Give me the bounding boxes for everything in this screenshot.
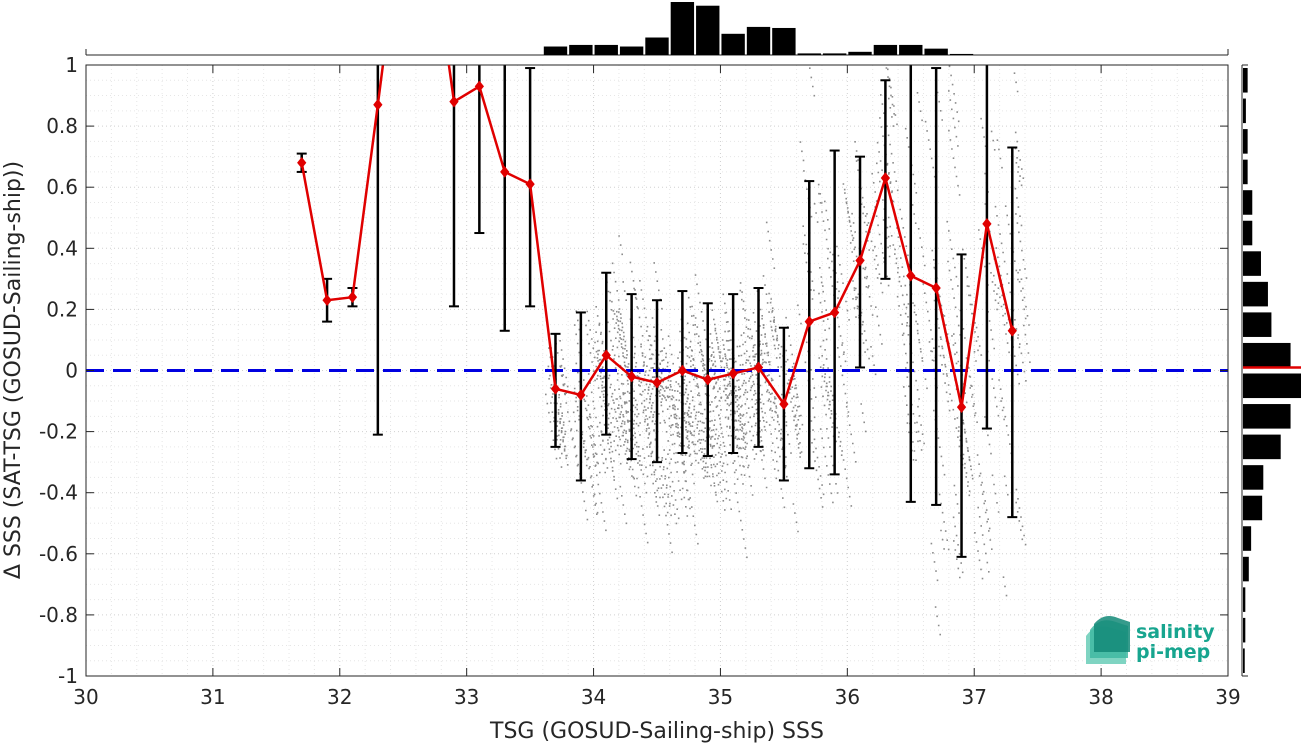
y-histogram-bar [1243,526,1252,551]
x-tick-label: 36 [835,685,860,709]
x-axis-ticks: 30 31 32 33 34 35 36 37 38 39 [73,65,1241,709]
y-histogram-bar [1243,648,1245,673]
x-histogram [85,2,1229,56]
x-tick-label: 38 [1088,685,1113,709]
y-histogram-bar [1243,98,1246,124]
y-tick-label: -1 [58,664,78,688]
y-histogram-bar [1243,68,1248,93]
x-tick-label: 39 [1215,685,1240,709]
scatter-points [545,65,1031,636]
x-histogram-bar [822,53,847,55]
y-axis-ticks: -1 -0.8 -0.6 -0.4 -0.2 0 0.2 0.4 0.6 0.8 1 [39,53,1228,688]
y-histogram-bar [1243,129,1248,154]
y-tick-label: 1 [65,53,78,77]
x-tick-label: 34 [581,685,606,709]
y-histogram-bar [1243,434,1281,460]
x-histogram-bar [696,5,720,56]
y-tick-label: 0.8 [46,114,78,138]
x-histogram-bar [594,44,618,55]
x-histogram-bar [721,33,745,55]
y-axis-label: Δ SSS (SAT-TSG (GOSUD-Sailing-ship)) [1,161,26,579]
y-histogram-bar [1243,556,1249,582]
x-tick-label: 32 [327,685,352,709]
x-histogram-bar [924,48,948,55]
x-tick-label: 35 [708,685,733,709]
y-histogram-bar [1243,617,1246,643]
x-histogram-bar [873,44,898,55]
scatter-cloud [545,65,1031,636]
y-tick-label: 0 [65,359,78,383]
x-histogram-bar [746,26,771,55]
x-histogram-bar [899,44,923,55]
mean-marker [297,156,307,169]
x-histogram-bar [797,53,821,55]
x-histogram-bar [670,2,695,55]
y-histogram-bar [1243,465,1264,490]
y-tick-label: 0.6 [46,175,78,199]
x-histogram-bar [848,51,872,55]
mean-marker [322,294,332,307]
x-histogram-bar [772,27,796,55]
x-histogram-bar [543,46,568,55]
y-tick-label: 0.4 [46,236,78,260]
y-histogram-bar [1243,312,1272,337]
x-histogram-bar [569,44,593,55]
mean-marker [373,98,383,111]
mean-marker [1007,324,1017,337]
y-histogram-bar [1243,281,1268,307]
x-tick-label: 31 [200,685,225,709]
x-histogram-bar [949,53,974,55]
y-histogram-bar [1243,220,1253,246]
logo-text-salinity: salinity [1136,621,1215,643]
y-histogram-bar [1243,190,1253,215]
salinity-pi-mep-logo: salinity pi-mep [1086,616,1215,664]
x-tick-label: 33 [454,685,479,709]
x-tick-label: 37 [961,685,986,709]
mean-line-segment [447,64,1014,408]
y-histogram-bar [1243,251,1261,276]
y-histogram-bar [1243,404,1291,429]
y-tick-label: -0.8 [39,603,78,627]
mean-marker [347,291,358,303]
y-tick-label: -0.6 [39,542,78,566]
y-tick-label: 0.2 [46,297,78,321]
y-histogram-bar [1243,373,1301,399]
wave-logo-icon [1086,616,1130,664]
y-tick-label: -0.4 [39,481,78,505]
y-histogram-bar [1243,159,1248,185]
x-histogram-bar [645,37,669,55]
y-tick-label: -0.2 [39,420,78,444]
y-histogram-bar [1243,342,1291,368]
plot-area: 30 31 32 33 34 35 36 37 38 39 -1 -0.8 -0.6 -0.4 -0.2 0… [39,53,1241,709]
y-histogram [1241,64,1301,677]
x-histogram-bar [619,46,644,55]
y-histogram-bar [1243,587,1246,612]
logo-text-pi-mep: pi-mep [1136,641,1210,663]
y-histogram-bar [1243,495,1263,521]
x-axis-label: TSG (GOSUD-Sailing-ship) SSS [489,719,824,744]
x-tick-label: 30 [73,685,98,709]
